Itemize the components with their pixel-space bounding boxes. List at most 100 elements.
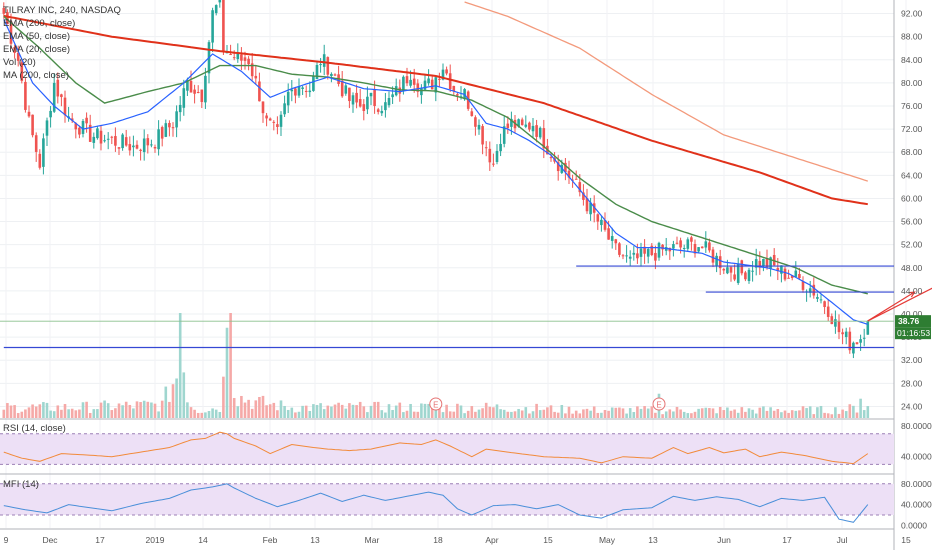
candle-body <box>538 127 542 138</box>
volume-bar <box>780 412 783 418</box>
candle <box>484 141 488 157</box>
candle-body <box>697 247 700 252</box>
volume-bar <box>816 407 819 418</box>
candle <box>229 44 232 56</box>
countdown-badge-bg <box>895 327 931 340</box>
volume-bar <box>106 403 110 418</box>
volume-bar <box>765 410 769 418</box>
candle <box>855 342 859 345</box>
candle-body <box>686 239 690 249</box>
volume-bar <box>607 410 610 418</box>
volume-bar <box>844 411 848 418</box>
candle <box>398 79 402 102</box>
candle <box>171 122 175 137</box>
time-tick-label: 2019 <box>146 535 165 545</box>
volume-bar <box>654 412 657 418</box>
candle <box>92 132 96 149</box>
volume-bar <box>38 404 42 418</box>
volume-bar <box>632 412 636 418</box>
volume-bar <box>366 412 369 418</box>
candle-body <box>348 87 351 102</box>
candle <box>301 85 304 96</box>
countdown-badge: 01:16:53 <box>895 327 931 340</box>
candle-body <box>600 219 603 226</box>
candle <box>567 160 571 185</box>
candle <box>528 121 531 132</box>
volume-bar <box>272 402 276 418</box>
legend-ma200: MA (200, close) <box>3 70 69 81</box>
volume-bar <box>690 413 693 418</box>
candle-body <box>549 157 553 159</box>
candle <box>49 105 52 128</box>
volume-bar <box>700 408 704 418</box>
volume-bar <box>837 413 841 418</box>
candle-body <box>614 239 618 244</box>
candle <box>430 74 434 90</box>
volume-bar <box>74 410 78 418</box>
volume-bar <box>628 408 632 418</box>
volume-bar <box>45 402 49 418</box>
volume-bar <box>31 404 34 418</box>
candle-body <box>556 162 560 172</box>
volume-bar <box>715 413 718 418</box>
candle <box>337 65 340 87</box>
candle-body <box>387 98 391 106</box>
volume-bar <box>841 409 844 418</box>
candle <box>99 125 103 151</box>
candle-body <box>369 92 373 97</box>
candle <box>650 243 654 257</box>
candle <box>628 250 632 267</box>
candle-body <box>596 214 600 222</box>
candle-body <box>726 267 729 274</box>
mfi-tick-label: 40.0000 <box>901 500 932 510</box>
candle-body <box>502 126 506 144</box>
volume-bar <box>297 411 301 418</box>
volume-bar <box>636 406 639 418</box>
volume-bar <box>441 412 445 418</box>
price-tick-label: 60.00 <box>901 193 923 203</box>
candle <box>103 134 106 143</box>
candle-body <box>751 270 754 272</box>
candle-body <box>632 252 636 255</box>
candle <box>632 246 636 261</box>
ema50-line <box>3 15 868 295</box>
symbol-title: TILRAY INC, 240, NASDAQ <box>3 5 121 16</box>
volume-bar <box>13 405 16 418</box>
volume-bar <box>373 401 376 418</box>
volume-bar <box>204 412 207 418</box>
candle-body <box>646 248 650 257</box>
candle-body <box>484 147 488 149</box>
volume-bar <box>315 404 319 418</box>
candle <box>150 139 153 148</box>
candle-body <box>427 78 430 84</box>
volume-bar <box>330 406 333 418</box>
candle-body <box>157 129 160 150</box>
earnings-label: E <box>656 401 661 410</box>
rsi-pane-label: RSI (14, close) <box>3 423 66 434</box>
candle <box>643 239 646 264</box>
candle-body <box>214 5 218 14</box>
candle <box>387 91 391 108</box>
candle-body <box>812 284 816 296</box>
candle <box>319 58 322 73</box>
candle-body <box>315 65 319 80</box>
candle-body <box>657 242 661 258</box>
candle-body <box>81 120 85 134</box>
candle-body <box>603 220 607 230</box>
candle-body <box>186 80 189 91</box>
candle <box>290 80 294 102</box>
volume-bar <box>135 401 139 418</box>
candle <box>247 56 250 71</box>
candle <box>772 248 776 267</box>
candle <box>747 267 751 284</box>
volume-bar <box>574 410 578 418</box>
candle <box>841 328 844 345</box>
candle <box>758 251 762 275</box>
volume-bar <box>477 409 481 418</box>
volume-bar <box>402 412 405 418</box>
volume-bar <box>182 372 186 418</box>
volume-bar <box>718 406 722 418</box>
volume-bar <box>751 409 754 418</box>
volume-bar <box>88 412 92 418</box>
